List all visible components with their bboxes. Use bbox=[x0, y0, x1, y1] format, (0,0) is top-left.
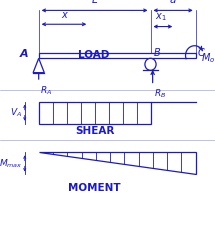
Text: C: C bbox=[198, 48, 204, 58]
Polygon shape bbox=[33, 58, 44, 73]
Text: $R_B$: $R_B$ bbox=[154, 88, 166, 100]
Text: L: L bbox=[92, 0, 97, 5]
Text: a: a bbox=[170, 0, 176, 5]
Polygon shape bbox=[39, 102, 150, 124]
Text: $x_1$: $x_1$ bbox=[155, 11, 167, 23]
Text: $M_{max}$: $M_{max}$ bbox=[0, 157, 23, 170]
Text: MOMENT: MOMENT bbox=[68, 183, 121, 193]
Text: LOAD: LOAD bbox=[78, 50, 109, 61]
Polygon shape bbox=[39, 53, 196, 58]
Polygon shape bbox=[39, 152, 196, 174]
Text: $R_A$: $R_A$ bbox=[40, 84, 52, 97]
Circle shape bbox=[145, 58, 156, 70]
Text: $M_o$: $M_o$ bbox=[201, 51, 215, 65]
Text: x: x bbox=[61, 10, 67, 20]
Text: $V_A$: $V_A$ bbox=[11, 106, 23, 119]
Text: SHEAR: SHEAR bbox=[75, 126, 114, 136]
Text: B: B bbox=[154, 48, 160, 58]
Text: A: A bbox=[19, 49, 28, 59]
